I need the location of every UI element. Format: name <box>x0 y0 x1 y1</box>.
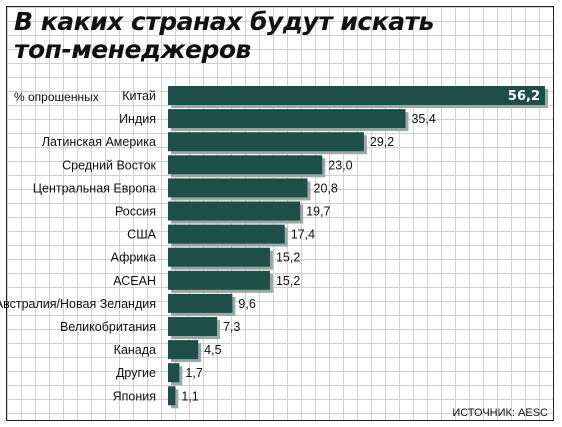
bar <box>168 178 308 198</box>
bar <box>168 86 545 105</box>
bar-row: Центральная Европа 20,8 <box>33 178 338 201</box>
bar <box>168 109 406 129</box>
bar-row: Канада 4,5 <box>114 340 222 363</box>
bar <box>168 155 323 175</box>
bar-row: Австралия/Новая Зеландия 9,6 <box>0 293 256 316</box>
category-label: Китай <box>122 89 156 103</box>
category-label: Великобритания <box>60 320 156 334</box>
value-label: 56,2 <box>508 89 540 104</box>
value-label: 15,2 <box>276 251 300 265</box>
chart-title-line-1: В каких странах будут искать <box>14 7 434 36</box>
category-label: Африка <box>111 251 156 265</box>
bar-row: США 17,4 <box>127 224 315 247</box>
chart-title: В каких странах будут искать топ-менедже… <box>14 8 434 64</box>
value-label: 1,7 <box>185 366 202 380</box>
value-label: 17,4 <box>291 228 315 242</box>
bar-row: Индия 35,4 <box>119 109 436 132</box>
bar <box>168 340 199 360</box>
category-label: Центральная Европа <box>33 181 156 195</box>
bar-row: Япония 1,1 <box>113 386 199 409</box>
bars-group: Китай 56,2 Индия 35,4 Латинская Америка 29,2 С… <box>0 86 548 409</box>
category-label: Австралия/Новая Зеландия <box>0 297 156 311</box>
value-label: 9,6 <box>238 297 255 311</box>
category-label: АСЕАН <box>113 274 156 288</box>
value-label: 20,8 <box>314 181 338 195</box>
value-label: 29,2 <box>370 135 394 149</box>
bar <box>168 247 270 267</box>
bar <box>168 224 285 244</box>
category-label: Средний Восток <box>62 158 156 172</box>
bar-row: Другие 1,7 <box>116 363 203 386</box>
bar <box>168 363 180 383</box>
category-label: Канада <box>114 343 156 357</box>
value-label: 23,0 <box>328 158 352 172</box>
category-label: Япония <box>113 389 156 403</box>
y-axis-label: % опрошенных <box>14 90 99 104</box>
bar <box>168 386 176 406</box>
value-label: 7,3 <box>223 320 240 334</box>
bar <box>168 293 233 313</box>
value-label: 15,2 <box>276 274 300 288</box>
category-label: США <box>127 228 156 242</box>
category-label: Индия <box>119 112 156 126</box>
category-label: Латинская Америка <box>42 135 156 149</box>
bar-row: Африка 15,2 <box>111 247 300 270</box>
bar <box>168 201 301 221</box>
bar-row: Латинская Америка 29,2 <box>42 132 394 155</box>
value-label: 4,5 <box>204 343 221 357</box>
bar <box>168 270 270 290</box>
bar-row: Великобритания 7,3 <box>60 317 240 339</box>
value-label: 19,7 <box>306 205 330 219</box>
category-label: Другие <box>116 366 156 380</box>
bar <box>168 317 217 336</box>
bar <box>168 132 364 152</box>
source-note: ИСТОЧНИК: AESC <box>452 407 548 419</box>
category-label: Россия <box>115 205 156 219</box>
bar-row: Китай 56,2 <box>122 86 548 108</box>
bar-row: АСЕАН 15,2 <box>113 270 300 293</box>
bar-row: Россия 19,7 <box>115 201 331 224</box>
value-label: 35,4 <box>411 112 435 126</box>
value-label: 1,1 <box>181 389 198 403</box>
chart-title-line-2: топ-менеджеров <box>14 35 251 64</box>
bar-row: Средний Восток 23,0 <box>62 155 353 178</box>
